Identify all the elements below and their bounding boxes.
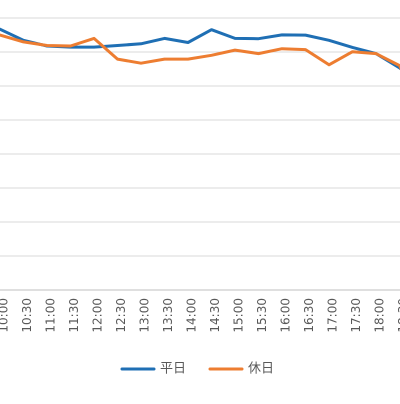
x-tick-label: 13:30 [161,298,175,333]
x-tick-label: 18:00 [373,298,387,333]
series-line-2 [0,35,400,113]
x-tick-label: 10:30 [20,298,34,333]
x-tick-label: 10:00 [0,298,11,333]
x-tick-label: 14:00 [185,298,199,333]
legend-label-2: 休日 [248,362,274,377]
x-tick-label: 16:30 [302,298,316,333]
legend-label-1: 平日 [160,362,186,377]
x-tick-label: 11:30 [67,298,81,333]
x-tick-label: 11:00 [44,298,58,333]
legend: 平日 休日 [122,362,274,377]
x-tick-label: 15:30 [255,298,269,333]
x-tick-label: 12:00 [91,298,105,333]
x-tick-label: 14:30 [208,298,222,333]
x-tick-label: 13:00 [138,298,152,333]
x-tick-label: 18:30 [396,298,400,333]
x-tick-label: 16:00 [279,298,293,333]
x-tick-label: 17:30 [349,298,363,333]
x-axis: 10:00 10:30 11:00 11:30 12:00 12:30 13:00 13:30… [0,298,400,333]
x-tick-label: 15:00 [232,298,246,333]
series-lines [0,29,400,113]
x-tick-label: 17:00 [326,298,340,333]
x-tick-label: 12:30 [114,298,128,333]
